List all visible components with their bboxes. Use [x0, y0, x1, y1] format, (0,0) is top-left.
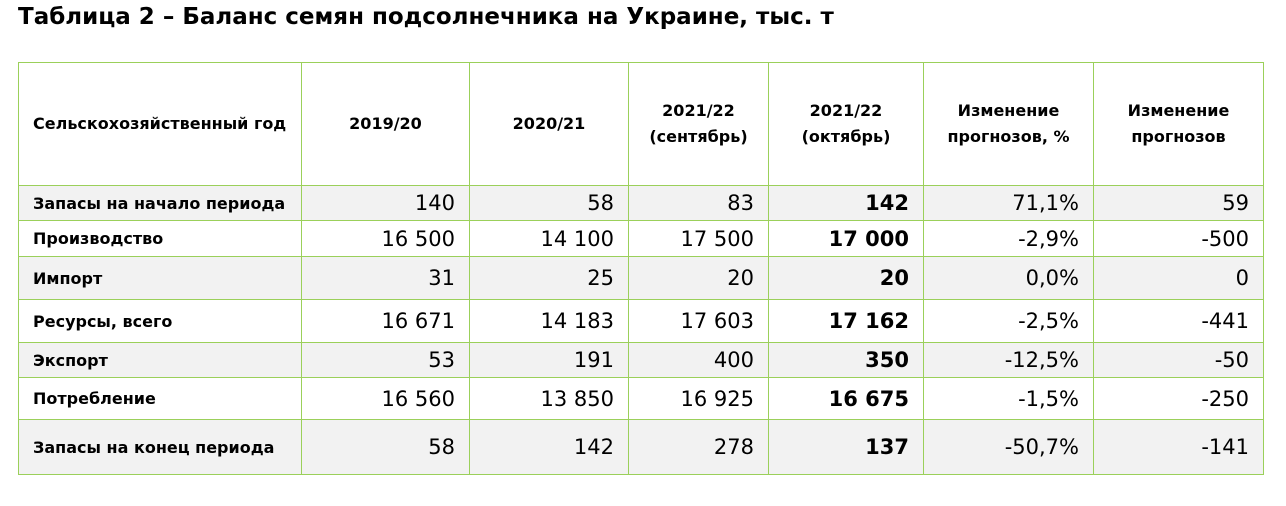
column-header: Сельскохозяйственный год [18, 62, 302, 186]
cell: -500 [1093, 220, 1264, 257]
table-row: Потребление 16 560 13 850 16 925 16 675 -1,5%… [18, 377, 1264, 420]
cell: 16 675 [768, 377, 924, 420]
cell: 17 500 [628, 220, 769, 257]
cell: -250 [1093, 377, 1264, 420]
cell: 17 603 [628, 299, 769, 343]
table-row: Ресурсы, всего 16 671 14 183 17 603 17 162 -2… [18, 299, 1264, 343]
column-header: 2021/22 (октябрь) [768, 62, 924, 186]
cell: 0,0% [923, 256, 1094, 300]
cell: 350 [768, 342, 924, 378]
column-header-text: 2021/22 (сентябрь) [649, 101, 748, 146]
column-header-text: 2020/21 [512, 114, 586, 133]
cell: -2,9% [923, 220, 1094, 257]
column-header: 2021/22 (сентябрь) [628, 62, 769, 186]
cell: 142 [768, 185, 924, 221]
cell: -441 [1093, 299, 1264, 343]
cell: -2,5% [923, 299, 1094, 343]
column-header-text: 2019/20 [349, 114, 422, 133]
cell: 16 925 [628, 377, 769, 420]
cell: 191 [469, 342, 629, 378]
cell: 20 [768, 256, 924, 300]
column-header: 2019/20 [301, 62, 470, 186]
cell: 278 [628, 419, 769, 475]
row-label: Импорт [18, 256, 302, 300]
header-row: Сельскохозяйственный год 2019/20 2020/21 20… [18, 62, 1264, 186]
cell: 71,1% [923, 185, 1094, 221]
row-label: Запасы на начало периода [18, 185, 302, 221]
cell: 31 [301, 256, 470, 300]
cell: 16 671 [301, 299, 470, 343]
cell: 16 560 [301, 377, 470, 420]
cell: 13 850 [469, 377, 629, 420]
cell: 20 [628, 256, 769, 300]
table-row: Запасы на конец периода 58 142 278 137 -50,7%… [18, 419, 1264, 475]
table-row: Запасы на начало периода 140 58 83 142 71,1% 5… [18, 185, 1264, 221]
column-header: 2020/21 [469, 62, 629, 186]
table-row: Производство 16 500 14 100 17 500 17 000 -2,9… [18, 220, 1264, 257]
cell: 14 100 [469, 220, 629, 257]
cell: 140 [301, 185, 470, 221]
row-label: Производство [18, 220, 302, 257]
cell: 59 [1093, 185, 1264, 221]
column-header-text: Изменение прогнозов, % [947, 101, 1070, 146]
cell: 400 [628, 342, 769, 378]
cell: 17 000 [768, 220, 924, 257]
cell: 58 [469, 185, 629, 221]
column-header-text: Сельскохозяйственный год [33, 114, 287, 133]
cell: 16 500 [301, 220, 470, 257]
cell: 17 162 [768, 299, 924, 343]
cell: 142 [469, 419, 629, 475]
cell: 0 [1093, 256, 1264, 300]
column-header-text: Изменение прогнозов [1127, 101, 1230, 146]
cell: -50 [1093, 342, 1264, 378]
cell: 83 [628, 185, 769, 221]
cell: 53 [301, 342, 470, 378]
table-body: Запасы на начало периода 140 58 83 142 71,1% 5… [18, 185, 1264, 475]
balance-table: Сельскохозяйственный год 2019/20 2020/21 20… [18, 62, 1264, 475]
cell: 14 183 [469, 299, 629, 343]
column-header-text: 2021/22 (октябрь) [801, 101, 891, 146]
row-label: Экспорт [18, 342, 302, 378]
column-header: Изменение прогнозов [1093, 62, 1264, 186]
row-label: Ресурсы, всего [18, 299, 302, 343]
cell: -50,7% [923, 419, 1094, 475]
cell: 25 [469, 256, 629, 300]
table-row: Импорт 31 25 20 20 0,0% 0 [18, 256, 1264, 300]
row-label: Запасы на конец периода [18, 419, 302, 475]
cell: 58 [301, 419, 470, 475]
cell: -141 [1093, 419, 1264, 475]
column-header: Изменение прогнозов, % [923, 62, 1094, 186]
row-label: Потребление [18, 377, 302, 420]
cell: -1,5% [923, 377, 1094, 420]
table-row: Экспорт 53 191 400 350 -12,5% -50 [18, 342, 1264, 378]
cell: 137 [768, 419, 924, 475]
title: Таблица 2 – Баланс семян подсолнечника н… [18, 4, 834, 30]
cell: -12,5% [923, 342, 1094, 378]
